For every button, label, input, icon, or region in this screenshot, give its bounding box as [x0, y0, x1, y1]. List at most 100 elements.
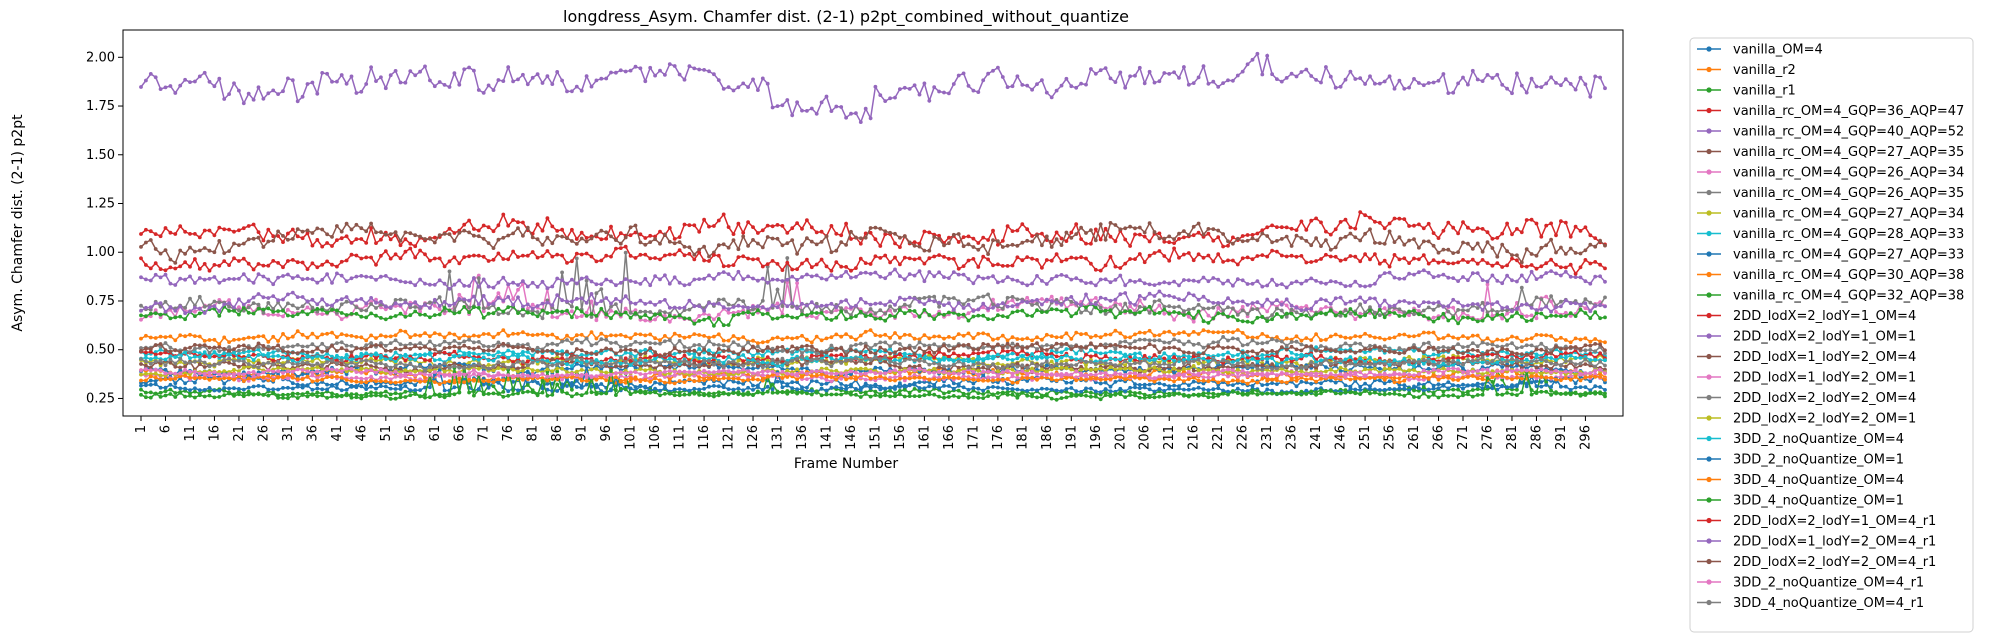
data-point	[1182, 235, 1186, 240]
data-point	[1294, 334, 1299, 339]
data-point	[1319, 391, 1323, 396]
data-point	[1309, 381, 1314, 386]
data-point	[1079, 310, 1083, 315]
data-point	[780, 367, 785, 372]
data-point	[1436, 316, 1441, 321]
data-point	[428, 358, 432, 363]
data-point	[413, 233, 418, 238]
data-point	[1451, 225, 1456, 230]
data-point	[290, 314, 295, 318]
data-point	[643, 236, 648, 240]
data-point	[442, 350, 447, 355]
data-point	[428, 236, 432, 241]
data-point	[158, 312, 163, 317]
data-point	[481, 309, 486, 314]
data-point	[878, 334, 883, 338]
data-point	[374, 241, 378, 246]
data-point	[618, 373, 623, 378]
data-point	[672, 241, 677, 246]
data-point	[486, 311, 491, 316]
data-point	[947, 276, 951, 280]
data-point	[589, 315, 594, 319]
data-point	[423, 237, 427, 241]
data-point	[1255, 279, 1260, 283]
data-point	[756, 341, 760, 346]
data-point	[1040, 231, 1044, 236]
data-point	[560, 234, 564, 239]
data-point	[814, 273, 819, 278]
data-point	[707, 335, 711, 340]
data-point	[1265, 225, 1270, 230]
data-point	[1549, 299, 1553, 304]
data-point	[1500, 312, 1505, 317]
data-point	[383, 375, 388, 379]
data-point	[628, 315, 633, 320]
data-point	[1191, 81, 1196, 85]
data-point	[809, 274, 814, 279]
data-point	[775, 316, 780, 321]
data-point	[1544, 315, 1549, 320]
data-point	[286, 231, 290, 236]
data-point	[1358, 384, 1363, 389]
data-point	[922, 248, 927, 253]
data-point	[1559, 299, 1563, 304]
data-point	[1475, 319, 1480, 324]
data-point	[1137, 351, 1142, 355]
data-point	[633, 365, 638, 370]
data-point	[1172, 383, 1176, 388]
data-point	[476, 234, 481, 239]
data-point	[1515, 227, 1519, 231]
data-point	[148, 229, 153, 234]
data-point	[1275, 283, 1279, 287]
data-point	[1245, 62, 1250, 67]
data-point	[618, 68, 623, 73]
data-point	[1177, 237, 1181, 241]
data-point	[374, 365, 378, 369]
data-point	[1338, 84, 1343, 89]
data-point	[521, 365, 525, 370]
data-point	[1402, 313, 1407, 318]
data-point	[614, 364, 618, 368]
data-point	[1226, 350, 1230, 355]
data-point	[1054, 274, 1059, 279]
data-point	[1005, 382, 1010, 387]
data-point	[819, 100, 824, 105]
data-point	[1515, 71, 1519, 76]
data-point	[472, 305, 476, 309]
data-point	[1284, 76, 1289, 80]
data-point	[222, 388, 227, 393]
data-point	[1250, 335, 1255, 340]
data-point	[535, 72, 540, 77]
data-point	[276, 234, 280, 238]
data-point	[1397, 235, 1402, 240]
data-point	[1461, 334, 1465, 338]
data-point	[682, 374, 687, 379]
data-point	[158, 251, 163, 256]
data-point	[1515, 279, 1519, 284]
data-point	[1162, 280, 1167, 285]
data-point	[148, 378, 153, 383]
data-point	[942, 391, 946, 396]
data-point	[1524, 90, 1529, 95]
data-point	[1549, 313, 1553, 318]
data-point	[144, 350, 148, 355]
data-point	[628, 279, 633, 283]
data-point	[805, 337, 809, 342]
data-point	[310, 359, 315, 363]
data-point	[496, 78, 501, 82]
data-point	[996, 336, 1000, 341]
data-point	[966, 242, 971, 247]
data-point	[1279, 282, 1284, 286]
data-point	[996, 239, 1000, 244]
data-point	[286, 301, 290, 306]
data-point	[432, 331, 437, 335]
data-point	[139, 245, 143, 249]
data-point	[403, 358, 408, 363]
data-point	[658, 312, 662, 317]
data-point	[1348, 69, 1353, 74]
data-point	[1044, 352, 1049, 357]
data-point	[1544, 294, 1549, 299]
data-point	[1113, 380, 1118, 384]
data-point	[893, 363, 897, 368]
data-point	[266, 378, 271, 382]
